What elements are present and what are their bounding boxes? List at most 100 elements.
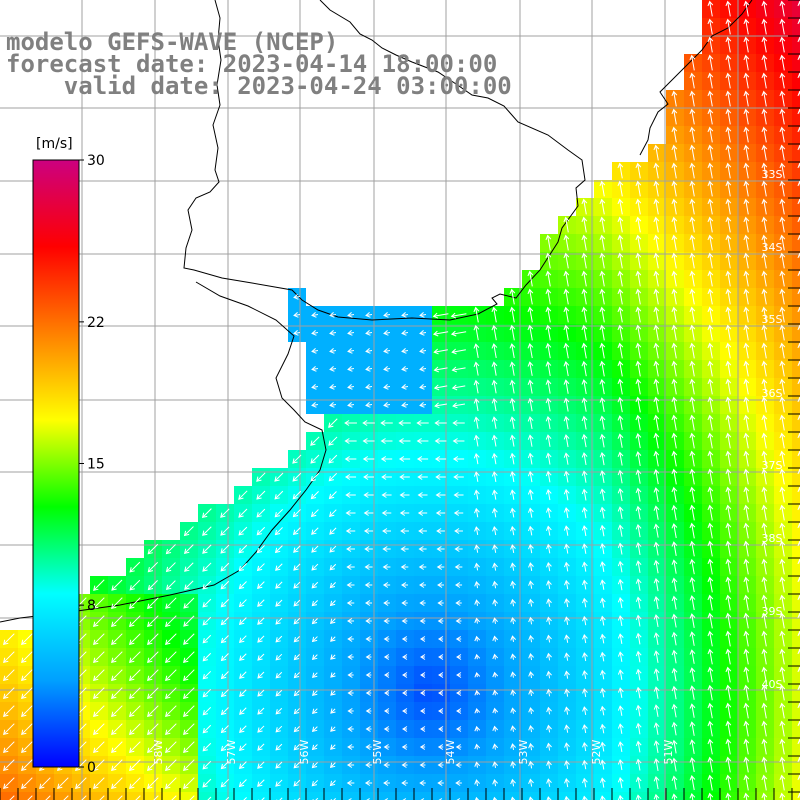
coastline-rio-de-la-plata bbox=[0, 281, 327, 623]
wind-arrow bbox=[346, 780, 355, 786]
wind-arrow bbox=[509, 324, 516, 341]
wind-arrow bbox=[346, 762, 355, 768]
wind-arrow bbox=[93, 597, 105, 609]
wind-arrow bbox=[365, 672, 372, 678]
wind-arrow bbox=[653, 234, 660, 251]
wind-arrow bbox=[689, 198, 696, 215]
wind-arrow bbox=[671, 685, 678, 700]
wind-arrow bbox=[564, 634, 570, 643]
wind-arrow bbox=[437, 636, 444, 642]
wind-arrow bbox=[9, 795, 15, 800]
wind-arrow bbox=[743, 468, 750, 485]
wind-cell bbox=[18, 792, 36, 800]
wind-arrow bbox=[743, 576, 750, 593]
wind-arrow bbox=[563, 288, 570, 305]
latitude-label: 39S bbox=[762, 605, 783, 618]
wind-arrow bbox=[329, 780, 336, 787]
wind-arrow bbox=[761, 396, 768, 413]
wind-arrow bbox=[257, 707, 265, 715]
wind-arrow bbox=[257, 689, 265, 697]
wind-arrow bbox=[635, 180, 642, 197]
wind-arrow bbox=[171, 795, 177, 800]
wind-arrow bbox=[689, 468, 696, 485]
wind-arrow bbox=[599, 543, 606, 555]
wind-arrow bbox=[450, 330, 467, 337]
wind-arrow bbox=[761, 468, 768, 485]
wind-cell bbox=[306, 792, 324, 800]
wind-arrow bbox=[473, 434, 480, 447]
wind-arrow bbox=[617, 651, 624, 662]
wind-arrow bbox=[220, 761, 229, 770]
wind-arrow bbox=[545, 234, 552, 251]
wind-arrow bbox=[456, 798, 461, 800]
wind-arrow bbox=[761, 90, 768, 107]
wind-cell bbox=[144, 792, 162, 800]
wind-arrow bbox=[599, 288, 606, 305]
wind-arrow bbox=[635, 360, 642, 377]
wind-arrow bbox=[276, 797, 283, 800]
wind-arrow bbox=[689, 685, 696, 700]
wind-arrow bbox=[312, 690, 318, 696]
wind-arrow bbox=[93, 741, 105, 753]
wind-arrow bbox=[454, 546, 463, 552]
wind-arrow bbox=[147, 759, 159, 771]
longitude-label: 57W bbox=[225, 739, 238, 764]
wind-arrow bbox=[653, 270, 660, 287]
wind-arrow bbox=[330, 636, 336, 642]
wind-arrow bbox=[111, 651, 123, 663]
wind-arrow bbox=[293, 726, 300, 733]
wind-cell bbox=[792, 288, 800, 306]
wind-arrow bbox=[761, 540, 768, 557]
wind-cell bbox=[792, 630, 800, 648]
wind-arrow bbox=[401, 311, 409, 318]
wind-arrow bbox=[93, 723, 105, 735]
wind-arrow bbox=[582, 777, 588, 788]
wind-arrow bbox=[275, 653, 283, 661]
wind-arrow bbox=[256, 472, 266, 482]
wind-arrow bbox=[111, 687, 123, 699]
wind-arrow bbox=[599, 324, 606, 341]
wind-arrow bbox=[707, 576, 714, 593]
wind-arrow bbox=[545, 361, 552, 377]
wind-arrow bbox=[779, 576, 786, 593]
wind-arrow bbox=[509, 343, 516, 359]
wind-arrow bbox=[153, 795, 159, 800]
wind-arrow bbox=[725, 216, 732, 233]
title-model: modelo GEFS-WAVE (NCEP) bbox=[6, 28, 339, 56]
wind-arrow bbox=[310, 454, 320, 464]
wind-arrow bbox=[743, 252, 750, 269]
wind-arrow bbox=[599, 777, 606, 788]
wind-arrow bbox=[438, 798, 443, 800]
wind-arrow bbox=[202, 616, 212, 626]
wind-arrow bbox=[363, 528, 374, 534]
coastline-uruguay-brazil bbox=[183, 0, 586, 321]
wind-arrow bbox=[183, 669, 195, 681]
wind-arrow bbox=[779, 54, 786, 71]
wind-arrow bbox=[434, 420, 447, 426]
wind-arrow bbox=[473, 398, 480, 412]
wind-arrow bbox=[599, 470, 606, 483]
wind-arrow bbox=[510, 562, 516, 571]
wind-cell bbox=[360, 792, 378, 800]
wind-arrow bbox=[135, 795, 141, 800]
wind-arrow bbox=[344, 438, 357, 444]
wind-arrow bbox=[653, 378, 660, 395]
wind-arrow bbox=[384, 708, 390, 714]
wind-arrow bbox=[599, 216, 606, 233]
wind-arrow bbox=[689, 595, 696, 611]
wind-arrow bbox=[81, 795, 87, 800]
wind-arrow bbox=[311, 401, 319, 408]
wind-arrow bbox=[344, 420, 357, 426]
wind-arrow bbox=[617, 705, 624, 716]
wind-arrow bbox=[635, 324, 642, 341]
wind-arrow bbox=[238, 490, 248, 500]
wind-arrow bbox=[617, 234, 624, 251]
wind-arrow bbox=[761, 666, 768, 683]
wind-arrow bbox=[312, 672, 318, 678]
wind-cell bbox=[792, 126, 800, 144]
wind-arrow bbox=[617, 469, 624, 484]
wind-arrow bbox=[365, 383, 373, 390]
wind-arrow bbox=[707, 252, 714, 269]
wind-arrow bbox=[165, 562, 176, 573]
wind-arrow bbox=[3, 633, 15, 645]
